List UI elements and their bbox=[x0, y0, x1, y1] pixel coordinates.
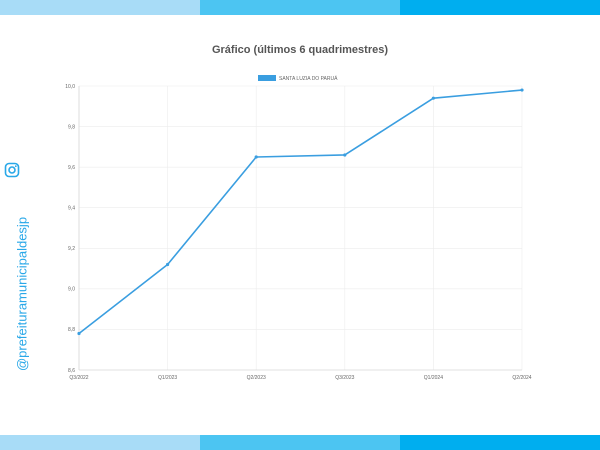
top-band-segment-1 bbox=[0, 0, 200, 15]
chart-legend: SANTA LUZIA DO PARUÁ bbox=[258, 75, 338, 82]
chart-grid bbox=[78, 85, 523, 371]
top-band-segment-3 bbox=[400, 0, 600, 15]
legend-label: SANTA LUZIA DO PARUÁ bbox=[279, 75, 338, 82]
x-tick-label: Q1/2023 bbox=[158, 375, 177, 381]
bottom-band-segment-1 bbox=[0, 435, 200, 450]
y-tick-label: 10,0 bbox=[65, 84, 75, 90]
x-tick-label: Q1/2024 bbox=[424, 375, 443, 381]
y-axis-ticks: 10,0 9,8 9,6 9,4 9,2 9,0 8,8 8,6 bbox=[65, 84, 75, 374]
x-tick-label: Q3/2023 bbox=[335, 375, 354, 381]
y-tick-label: 8,6 bbox=[68, 368, 75, 374]
chart-series bbox=[77, 88, 524, 336]
bottom-band-segment-3 bbox=[400, 435, 600, 450]
data-point bbox=[343, 153, 347, 157]
chart-title: Gráfico (últimos 6 quadrimestres) bbox=[211, 44, 389, 56]
data-point bbox=[77, 331, 81, 336]
x-tick-label: Q2/2023 bbox=[247, 375, 266, 381]
bottom-band-segment-2 bbox=[200, 435, 400, 450]
top-color-band bbox=[0, 0, 600, 15]
y-tick-label: 9,2 bbox=[68, 246, 75, 252]
data-point bbox=[166, 262, 170, 267]
y-tick-label: 9,8 bbox=[68, 124, 75, 130]
y-tick-label: 9,0 bbox=[68, 287, 75, 293]
x-axis-ticks: Q3/2022 Q1/2023 Q2/2023 Q3/2023 Q1/2024 Q2/20… bbox=[69, 375, 531, 381]
legend-swatch bbox=[258, 75, 276, 81]
x-tick-label: Q3/2022 bbox=[69, 375, 88, 381]
data-point bbox=[431, 96, 435, 100]
instagram-icon bbox=[4, 162, 20, 178]
y-tick-label: 9,4 bbox=[68, 206, 75, 212]
top-band-segment-2 bbox=[200, 0, 400, 15]
y-tick-label: 9,6 bbox=[68, 165, 75, 171]
data-point bbox=[520, 88, 524, 92]
x-tick-label: Q2/2024 bbox=[512, 375, 531, 381]
bottom-color-band bbox=[0, 435, 600, 450]
y-tick-label: 8,8 bbox=[68, 327, 75, 333]
data-point bbox=[254, 155, 258, 159]
series-line bbox=[78, 89, 523, 335]
